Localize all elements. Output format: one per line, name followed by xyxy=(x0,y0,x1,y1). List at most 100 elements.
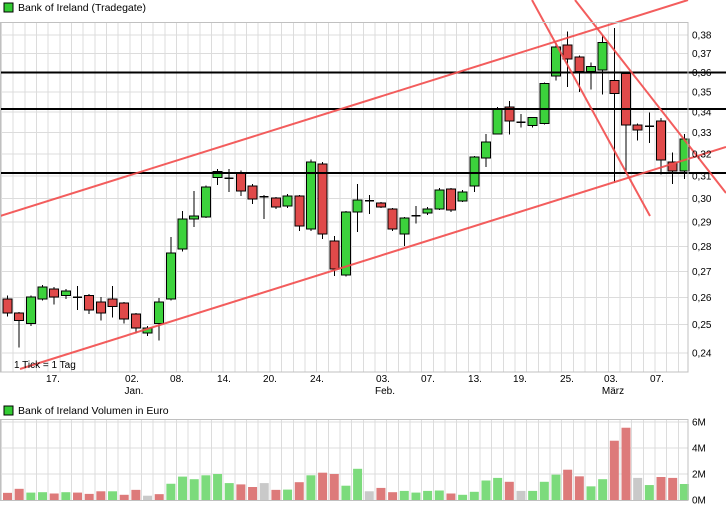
price-axis-label: 0,28 xyxy=(692,242,712,253)
x-axis-day-label: 08. xyxy=(170,374,184,385)
price-axis-label: 0,32 xyxy=(692,149,712,160)
price-axis-labels: 0,38 0,37 0,36 0,35 0,34 0,33 0,32 0,31 0,30 0,29… xyxy=(692,31,712,360)
volume-bar xyxy=(621,427,631,500)
candle-up xyxy=(212,170,223,179)
candle-down xyxy=(375,202,386,208)
price-axis-label: 0,37 xyxy=(692,49,712,60)
candle-up xyxy=(457,191,468,202)
volume-bar xyxy=(201,475,211,500)
volume-bar xyxy=(563,469,573,500)
candle-down xyxy=(294,195,305,227)
volume-bar xyxy=(96,491,106,500)
candle-down xyxy=(95,301,106,314)
price-axis-label: 0,25 xyxy=(692,320,712,331)
x-axis-day-label: 24. xyxy=(310,374,324,385)
candle-down xyxy=(49,288,60,298)
volume-bar xyxy=(528,490,538,500)
price-axis-label: 0,35 xyxy=(692,87,712,98)
main-legend-label: Bank of Ireland (Tradegate) xyxy=(18,2,146,14)
candle-up xyxy=(200,186,211,218)
x-axis-day-label: 25. xyxy=(560,374,574,385)
volume-bar xyxy=(166,483,176,500)
candle-down xyxy=(130,313,141,329)
candle-up xyxy=(25,296,36,325)
volume-plot-border xyxy=(0,419,689,501)
volume-bar xyxy=(551,474,561,500)
volume-bar xyxy=(154,494,164,500)
volume-bar xyxy=(598,479,608,500)
candle-up xyxy=(597,41,608,71)
volume-axis-label: 0M xyxy=(692,496,706,507)
candle-up xyxy=(422,208,433,214)
candle-up xyxy=(399,217,410,235)
x-axis-labels: 17. 02. 08. 14. 20. 24. 03. 07. 13. 19. 25. 03. 07. J… xyxy=(46,374,664,397)
volume-bar xyxy=(49,493,59,500)
volume-bar xyxy=(388,492,398,500)
x-axis-day-label: 14. xyxy=(217,374,231,385)
candle-down xyxy=(329,240,340,270)
support-resistance-lines xyxy=(0,71,726,175)
main-legend-swatch-icon xyxy=(3,2,14,13)
trendline xyxy=(0,0,689,217)
candle-up xyxy=(352,199,363,213)
candle-up xyxy=(527,117,538,127)
volume-axis-label: 2M xyxy=(692,470,706,481)
trendlines xyxy=(0,0,726,370)
main-chart-grid xyxy=(0,22,688,372)
volume-bar xyxy=(73,492,83,500)
candle-up xyxy=(550,46,561,77)
volume-bar xyxy=(84,493,94,500)
candle-down xyxy=(656,120,667,161)
volume-bar xyxy=(609,440,619,500)
volume-axis-labels: 6M 4M 2M 0M xyxy=(692,418,706,507)
price-axis-label: 0,27 xyxy=(692,267,712,278)
candle-down xyxy=(84,295,95,311)
volume-chart-grid xyxy=(0,420,688,500)
price-axis-label: 0,29 xyxy=(692,218,712,229)
volume-bar xyxy=(516,490,526,500)
price-axis-label: 0,30 xyxy=(692,194,712,205)
volume-bar xyxy=(411,492,421,500)
candle-up xyxy=(177,218,188,250)
volume-bar xyxy=(376,487,386,500)
candle-down xyxy=(667,161,678,172)
volume-bar xyxy=(656,476,666,500)
candle-down xyxy=(609,80,620,95)
x-axis-day-label: 19. xyxy=(513,374,527,385)
volume-bar xyxy=(423,490,433,500)
price-axis-label: 0,36 xyxy=(692,68,712,79)
volume-bar xyxy=(399,490,409,500)
x-axis-day-label: 03. xyxy=(376,374,390,385)
candle-down xyxy=(574,56,585,73)
candle-up xyxy=(189,215,200,220)
volume-bar xyxy=(469,491,479,500)
price-axis-label: 0,26 xyxy=(692,293,712,304)
candle-down xyxy=(562,44,573,60)
trendline xyxy=(531,0,651,217)
price-axis-label: 0,24 xyxy=(692,348,712,359)
volume-legend-swatch-icon xyxy=(3,405,14,416)
candle-up xyxy=(340,211,351,276)
volume-bar xyxy=(574,476,584,500)
volume-bar xyxy=(644,485,654,500)
candle-down xyxy=(387,208,398,230)
volume-legend-label: Bank of Ireland Volumen in Euro xyxy=(18,405,169,417)
volume-bar xyxy=(539,481,549,500)
x-axis-day-label: 07. xyxy=(421,374,435,385)
x-axis-day-label: 17. xyxy=(46,374,60,385)
candle-up xyxy=(469,156,480,187)
price-axis-label: 0,31 xyxy=(692,171,712,182)
volume-bar xyxy=(481,480,491,500)
volume-bar xyxy=(119,494,129,500)
volume-bar xyxy=(143,495,153,500)
x-axis-month-label: März xyxy=(602,386,624,397)
volume-bars xyxy=(3,427,689,500)
candle-up xyxy=(434,189,445,210)
candle-down xyxy=(2,298,13,314)
candle-up xyxy=(492,108,503,135)
candlesticks xyxy=(2,27,690,348)
candle-down xyxy=(107,298,118,307)
candle-up xyxy=(282,195,293,207)
price-axis-label: 0,33 xyxy=(692,128,712,139)
